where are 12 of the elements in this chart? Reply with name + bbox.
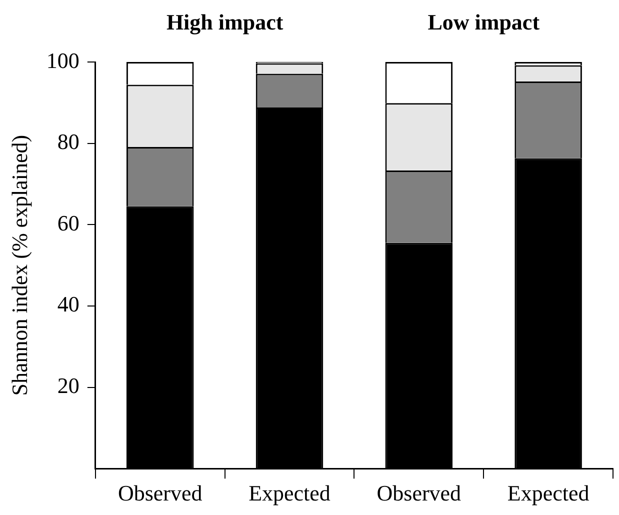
y-tick-label: 80 [57, 129, 80, 154]
x-tick-label: Observed [376, 480, 462, 506]
y-tick-label: 60 [57, 210, 80, 236]
y-tick-label: 100 [46, 48, 80, 73]
y-tick-label: 20 [57, 373, 80, 398]
text: High impact [166, 10, 284, 35]
y-axis-title: Shannon index (% explained) [6, 134, 32, 396]
x-tick-label: Observed [118, 480, 202, 506]
y-tick-label: 40 [57, 292, 80, 317]
x-tick-label: Expected [507, 480, 590, 506]
text: Low impact [428, 10, 540, 35]
x-tick-label: Expected [248, 480, 330, 506]
